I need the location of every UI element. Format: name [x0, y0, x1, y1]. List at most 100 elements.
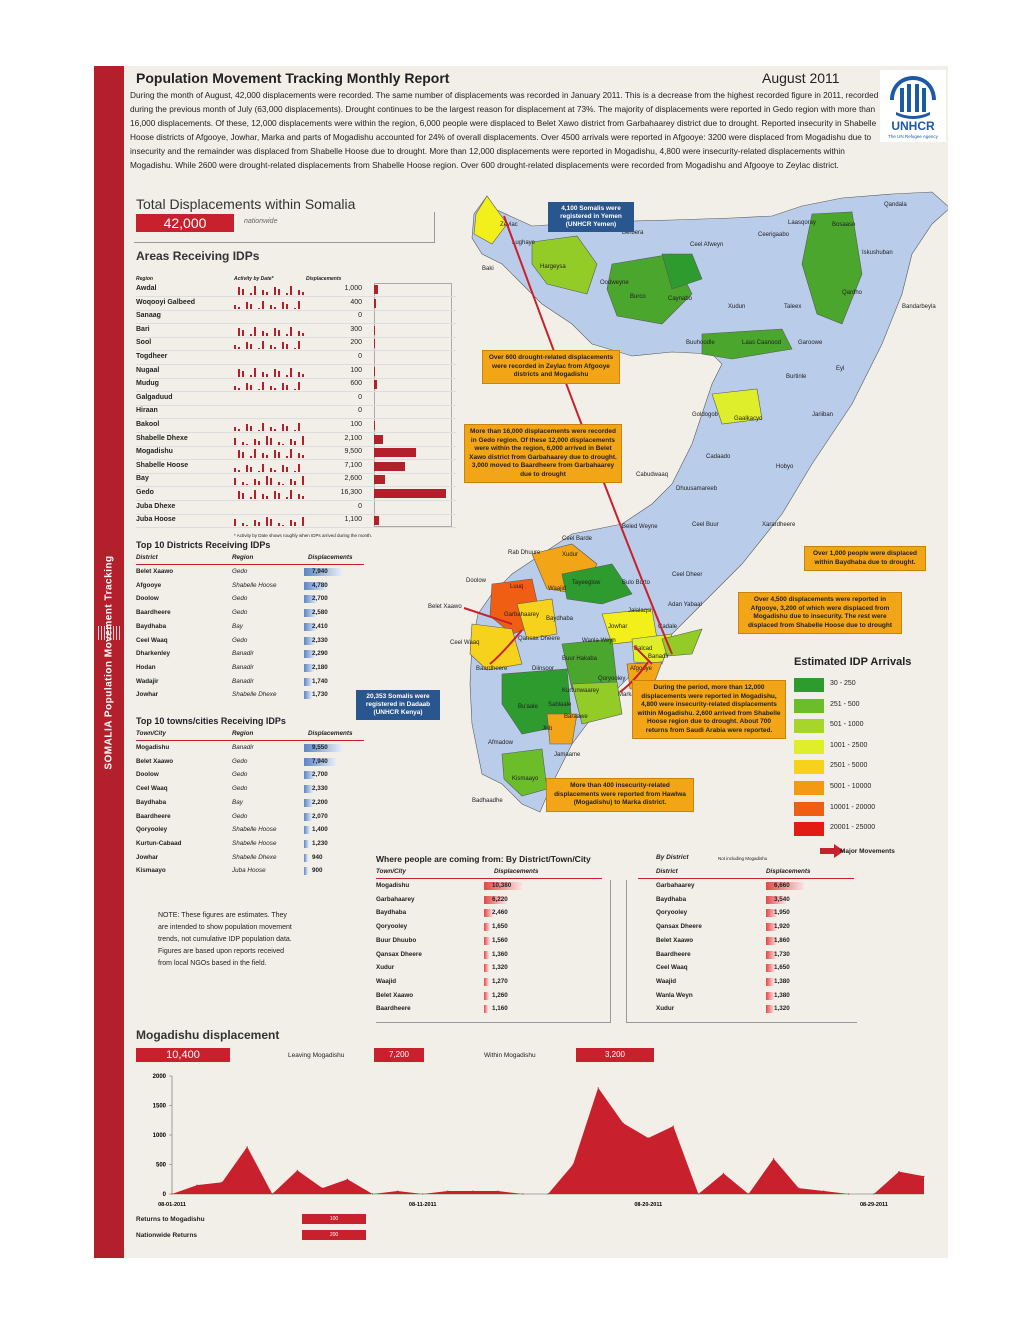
data-point — [823, 1190, 825, 1192]
legend-title: Estimated IDP Arrivals — [794, 656, 912, 668]
activity-bar — [242, 482, 244, 486]
data-point — [923, 1175, 925, 1177]
x-tick-label: 08-11-2011 — [409, 1202, 437, 1208]
region-bar — [374, 298, 376, 308]
row-value: 9,550 — [312, 744, 328, 751]
row-name: Baydhaba — [136, 622, 167, 630]
row-name: Qansax Dheere — [376, 950, 422, 958]
returns-value: 100 — [302, 1214, 366, 1224]
activity-bar — [278, 329, 280, 336]
row-name: Baardheere — [136, 609, 171, 617]
svg-text:Xudun: Xudun — [728, 304, 745, 310]
region-bar — [374, 461, 406, 471]
region-displacements: 9,500 — [344, 448, 362, 456]
row-bar — [304, 744, 342, 752]
svg-text:Jariiban: Jariiban — [812, 412, 833, 418]
areas-title: Areas Receiving IDPs — [136, 249, 260, 263]
activity-sparkline — [234, 447, 306, 459]
activity-bar — [246, 464, 248, 472]
legend-swatch — [794, 698, 824, 713]
table-row: Baydhaba 2,460 — [376, 907, 616, 920]
x-tick-label: 08-29-2011 — [860, 1202, 888, 1208]
row-bar — [304, 677, 313, 686]
svg-text:Ceel Barde: Ceel Barde — [562, 536, 593, 542]
table-row: Mogadishu 10,380 — [376, 880, 616, 893]
legend-label: 501 - 1000 — [830, 721, 864, 729]
region-name: Sanaag — [136, 312, 161, 320]
svg-text:Luuq: Luuq — [510, 584, 523, 590]
activity-bar — [234, 519, 236, 527]
afgooye-annotation: Over 4,500 displacements were reported i… — [738, 592, 902, 634]
activity-bar — [302, 292, 304, 295]
activity-bar — [282, 443, 284, 445]
activity-bar — [282, 525, 284, 527]
row-value: 10,380 — [492, 882, 512, 889]
table-row: Qansax Dheere 1,920 — [656, 921, 896, 934]
activity-bar — [282, 464, 284, 472]
activity-bar — [250, 456, 252, 459]
row-bar — [304, 650, 315, 659]
region-bar — [374, 325, 376, 335]
y-tick-label: 2000 — [153, 1074, 167, 1080]
row-bar — [304, 785, 314, 794]
data-point — [873, 1193, 875, 1195]
activity-bar — [274, 327, 276, 336]
intro-text: During the month of August, 42,000 displ… — [130, 90, 879, 171]
activity-bar — [262, 330, 264, 336]
baydhaba-annotation: Over 1,000 people were displaced within … — [804, 546, 926, 571]
row-bar — [484, 977, 489, 986]
legend-swatch — [794, 760, 824, 775]
data-point — [472, 1190, 474, 1192]
activity-sparkline — [234, 284, 306, 295]
legend-label: 251 - 500 — [830, 700, 860, 708]
region-name: Awdal — [136, 285, 157, 292]
region-displacements: 2,100 — [344, 434, 362, 442]
table-row: Qoryooley 1,950 — [656, 907, 896, 920]
region-displacements: 16,300 — [340, 489, 362, 496]
table-row: Xudur 1,320 — [376, 962, 616, 975]
activity-bar — [234, 345, 236, 350]
region-name: Juba Hoose — [136, 516, 176, 524]
unhcr-emblem-icon — [890, 76, 936, 119]
activity-bar — [270, 427, 272, 431]
region-name: Shabelle Dhexe — [136, 434, 188, 442]
y-tick-label: 1000 — [153, 1133, 167, 1139]
activity-bar — [246, 383, 248, 391]
activity-bar — [286, 374, 288, 377]
row-bar — [766, 950, 776, 959]
svg-text:Baki: Baki — [482, 266, 494, 272]
row-region: Gedo — [232, 812, 248, 820]
row-name: Baydhaba — [136, 798, 167, 806]
region-name: Togdheer — [136, 353, 168, 360]
activity-bar — [242, 493, 244, 499]
svg-text:Ceel Waaq: Ceel Waaq — [450, 640, 479, 646]
activity-bar — [254, 438, 256, 445]
leaving-value: 7,200 — [374, 1048, 424, 1062]
activity-bar — [270, 386, 272, 391]
activity-bar — [258, 522, 260, 527]
row-value: 1,260 — [492, 991, 508, 999]
legend-label: 2501 - 5000 — [830, 762, 868, 770]
svg-text:Afmadow: Afmadow — [488, 740, 514, 746]
activity-bar — [246, 424, 248, 431]
row-name: Belet Xaawo — [136, 757, 174, 765]
row-value: 2,330 — [312, 785, 328, 793]
dadaab-note: 20,353 Somalis were registered in Dadaab… — [356, 690, 440, 720]
movement-arrow-icon — [820, 844, 844, 863]
region-bar — [374, 339, 375, 349]
activity-bar — [246, 301, 248, 309]
data-point — [672, 1125, 674, 1127]
row-value: 1,320 — [492, 964, 508, 972]
activity-bar — [286, 385, 288, 391]
areas-row: Shabelle Hoose 7,100 — [136, 460, 456, 474]
activity-bar — [274, 469, 276, 472]
table-row: Qoryooley 1,650 — [376, 921, 616, 934]
activity-bar — [294, 481, 296, 486]
svg-text:Kismaayo: Kismaayo — [512, 776, 539, 782]
svg-text:Taleex: Taleex — [784, 304, 801, 310]
activity-bar — [250, 466, 252, 472]
row-value: 2,290 — [312, 650, 328, 658]
svg-text:Adan Yabaal: Adan Yabaal — [668, 602, 702, 608]
data-point — [271, 1193, 273, 1195]
activity-bar — [298, 330, 300, 336]
